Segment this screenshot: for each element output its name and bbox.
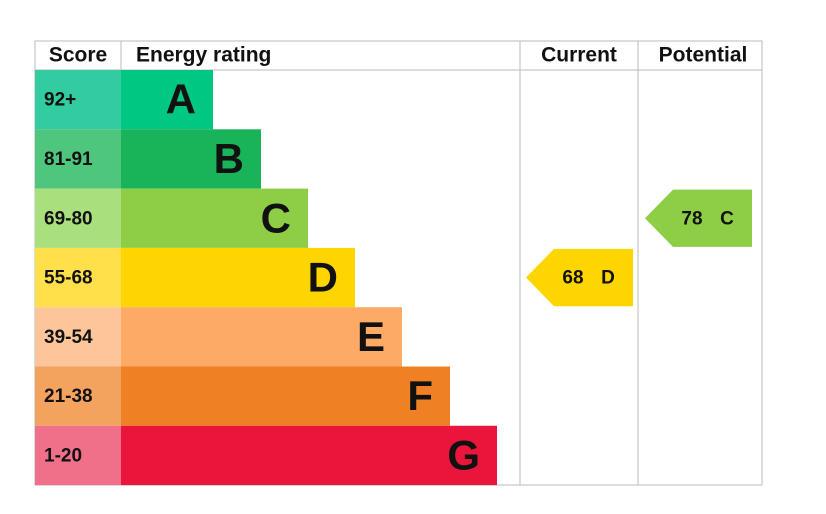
potential-arrow bbox=[645, 189, 752, 247]
score-cell bbox=[35, 129, 121, 189]
band-letter: E bbox=[357, 313, 385, 360]
potential-letter: C bbox=[720, 208, 734, 229]
header-score: Score bbox=[49, 44, 107, 67]
header-energy-rating: Energy rating bbox=[136, 44, 271, 67]
current-letter: D bbox=[601, 268, 615, 289]
band-letter: G bbox=[447, 432, 480, 479]
header-current: Current bbox=[541, 44, 617, 67]
rating-bar bbox=[121, 366, 450, 426]
score-cell bbox=[35, 366, 121, 426]
potential-value: 78 bbox=[681, 208, 702, 229]
current-value: 68 bbox=[562, 268, 583, 289]
band-letter: B bbox=[214, 135, 244, 182]
band-letter: C bbox=[261, 194, 291, 241]
score-label: 39-54 bbox=[44, 327, 93, 348]
band-letter: A bbox=[166, 76, 196, 123]
rating-bar bbox=[121, 129, 261, 189]
score-label: 92+ bbox=[44, 90, 76, 111]
score-label: 69-80 bbox=[44, 208, 93, 229]
score-cell bbox=[35, 70, 121, 130]
score-cell bbox=[35, 247, 121, 308]
score-cell bbox=[35, 188, 121, 248]
band-letter: D bbox=[308, 254, 338, 301]
score-label: 55-68 bbox=[44, 268, 93, 289]
rating-bar bbox=[121, 188, 308, 248]
header-potential: Potential bbox=[659, 44, 748, 67]
score-cell bbox=[35, 307, 121, 367]
score-label: 21-38 bbox=[44, 386, 93, 407]
score-cell bbox=[35, 425, 121, 486]
rating-bar bbox=[121, 70, 213, 130]
rating-bar bbox=[121, 247, 355, 308]
score-label: 81-91 bbox=[44, 149, 93, 170]
band-letter: F bbox=[407, 372, 433, 419]
score-label: 1-20 bbox=[44, 445, 82, 466]
rating-bar bbox=[121, 425, 497, 486]
rating-bar bbox=[121, 307, 402, 367]
current-arrow bbox=[526, 248, 633, 307]
